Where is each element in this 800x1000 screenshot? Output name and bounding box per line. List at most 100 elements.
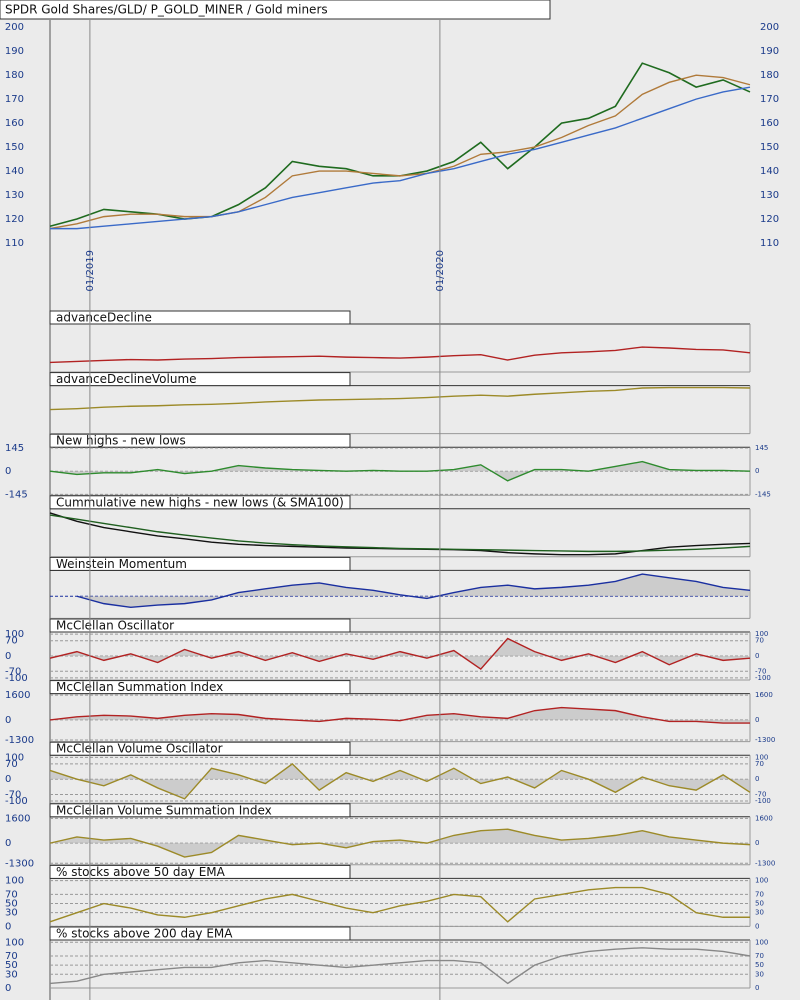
y-tick-label: 0 [755, 716, 759, 724]
y-tick-label: 130 [5, 190, 24, 201]
y-tick-label: 100 [755, 753, 768, 761]
y-tick-label: 0 [755, 984, 759, 992]
series-line [49, 637, 751, 671]
series-line [49, 514, 751, 553]
y-tick-label: 150 [760, 142, 779, 153]
y-tick-label: 0 [5, 715, 11, 726]
y-tick-label: 50 [5, 960, 18, 971]
area-fill [50, 707, 750, 724]
y-tick-label: 50 [755, 961, 764, 969]
panel-title-box [49, 803, 351, 818]
panel-title-box [49, 618, 351, 633]
x-tick-label: 01/2019 [85, 250, 96, 292]
y-tick-label: 200 [760, 22, 779, 33]
y-tick-label: 70 [5, 951, 18, 962]
y-tick-label: -70 [5, 789, 21, 800]
y-tick-label: 50 [5, 899, 18, 910]
y-tick-label: -1300 [755, 736, 775, 744]
series-line [49, 763, 751, 800]
y-tick-label: 100 [5, 937, 24, 948]
y-tick-label: 1600 [755, 814, 773, 822]
y-tick-label: 70 [5, 889, 18, 900]
y-tick-label: 30 [5, 969, 18, 980]
panel-title-box [49, 310, 351, 325]
y-tick-label: 140 [5, 166, 24, 177]
y-tick-label: -70 [755, 667, 766, 675]
y-tick-label: 30 [755, 909, 764, 917]
y-tick-label: -145 [5, 489, 28, 500]
area-fill [50, 829, 750, 858]
series-line [49, 386, 751, 411]
y-tick-label: 0 [5, 774, 11, 785]
panel-title: McClellan Oscillator [56, 619, 174, 633]
y-tick-label: 130 [760, 190, 779, 201]
y-tick-label: 100 [755, 630, 768, 638]
panel-title: McClellan Volume Oscillator [56, 742, 223, 756]
chart-title: SPDR Gold Shares/GLD/ P_GOLD_MINER / Gol… [5, 3, 328, 17]
y-tick-label: 110 [5, 238, 24, 249]
y-tick-label: 150 [5, 142, 24, 153]
y-tick-label: 1600 [5, 690, 30, 701]
y-tick-label: -1300 [755, 859, 775, 867]
y-tick-label: -100 [755, 674, 771, 682]
y-tick-label: 160 [760, 118, 779, 129]
y-tick-label: 0 [755, 467, 759, 475]
y-tick-label: 170 [5, 94, 24, 105]
area-fill [76, 574, 750, 608]
y-tick-label: 190 [5, 46, 24, 57]
y-tick-label: 200 [5, 22, 24, 33]
series-line [49, 947, 751, 985]
y-tick-label: 30 [5, 908, 18, 919]
panel-title: McClellan Volume Summation Index [56, 803, 272, 817]
y-tick-label: 100 [755, 938, 768, 946]
y-tick-label: 1600 [5, 813, 30, 824]
y-tick-label: 70 [755, 890, 764, 898]
series-line [49, 346, 751, 364]
y-tick-label: 0 [5, 466, 11, 477]
y-tick-label: 170 [760, 94, 779, 105]
panel-title: Weinstein Momentum [56, 557, 187, 571]
y-tick-label: 0 [755, 922, 759, 930]
y-tick-label: 110 [760, 238, 779, 249]
panel-title: Cummulative new highs - new lows (& SMA1… [56, 495, 344, 509]
y-tick-label: 0 [755, 775, 759, 783]
panel-title-box [49, 741, 351, 756]
series-line [49, 74, 751, 230]
area-fill [50, 763, 750, 799]
y-tick-label: -70 [5, 666, 21, 677]
y-tick-label: 180 [760, 70, 779, 81]
y-tick-label: 100 [5, 752, 24, 763]
y-tick-label: -100 [5, 796, 28, 807]
panel-title: New highs - new lows [56, 434, 186, 448]
panel-title: % stocks above 50 day EMA [56, 865, 226, 879]
title-box [0, 0, 551, 20]
y-tick-label: 0 [5, 838, 11, 849]
panel-title-box [49, 556, 351, 571]
y-tick-label: 0 [5, 921, 11, 932]
panel-title-box [49, 680, 351, 695]
y-tick-label: 100 [5, 629, 24, 640]
y-tick-label: 0 [755, 839, 759, 847]
series-line [49, 62, 751, 227]
panel-title-box [49, 372, 351, 387]
panel-title-box [49, 495, 351, 510]
panel-title: % stocks above 200 day EMA [56, 927, 233, 941]
x-tick-label: 01/2020 [435, 250, 446, 292]
panel-title: McClellan Summation Index [56, 680, 223, 694]
y-tick-label: 50 [755, 900, 764, 908]
series-line [49, 706, 750, 724]
series-line [49, 886, 750, 923]
panel-title-box [49, 864, 351, 879]
panel-title: advanceDecline [56, 311, 152, 325]
series-line [49, 460, 751, 482]
y-tick-label: 140 [760, 166, 779, 177]
series-line [49, 828, 751, 858]
series-line [50, 86, 751, 230]
y-tick-label: 100 [5, 876, 24, 887]
y-tick-label: 180 [5, 70, 24, 81]
panel-title-box [49, 433, 351, 448]
y-tick-label: 70 [5, 636, 18, 647]
panel-title: advanceDeclineVolume [56, 372, 197, 386]
series-line [76, 573, 751, 609]
